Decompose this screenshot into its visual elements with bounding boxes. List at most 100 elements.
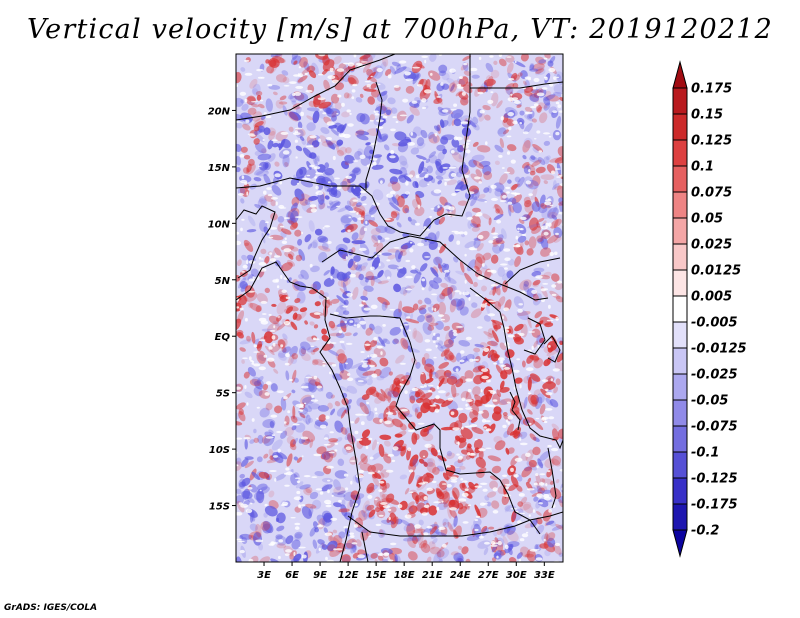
field-patch [492, 204, 499, 209]
field-patch [544, 54, 551, 59]
field-patch [501, 228, 507, 240]
field-patch [347, 123, 354, 127]
field-patch [455, 136, 463, 141]
field-patch [502, 129, 510, 135]
field-patch [550, 218, 562, 229]
field-patch [343, 62, 350, 65]
field-patch [494, 440, 506, 451]
field-patch [483, 426, 487, 429]
field-patch [350, 535, 355, 538]
x-tick-label: 12E [338, 570, 359, 581]
field-patch [528, 217, 539, 231]
field-patch [480, 268, 494, 276]
field-patch [284, 362, 290, 366]
field-patch [401, 379, 404, 381]
field-patch [472, 220, 478, 228]
field-patch [239, 91, 247, 96]
field-patch [535, 68, 542, 76]
field-patch [429, 215, 432, 218]
field-patch [535, 56, 547, 65]
field-patch [462, 121, 468, 123]
colorbar-box [672, 347, 688, 375]
field-patch [502, 315, 504, 320]
field-patch [382, 324, 386, 327]
colorbar-box [672, 191, 688, 219]
field-patch [364, 402, 371, 417]
field-patch [265, 436, 274, 439]
field-patch [431, 307, 434, 311]
field-patch [369, 364, 376, 368]
field-patch [446, 483, 452, 488]
field-patch [334, 442, 339, 445]
field-patch [377, 296, 390, 306]
field-patch [518, 332, 525, 337]
field-patch [545, 392, 553, 396]
field-patch [244, 385, 247, 389]
field-patch [244, 317, 248, 322]
field-patch [247, 487, 253, 490]
field-patch [491, 540, 496, 546]
field-patch [490, 284, 499, 287]
field-patch [551, 293, 557, 297]
field-patch [323, 527, 328, 534]
field-patch [504, 483, 511, 486]
field-patch [448, 234, 454, 242]
field-patch [351, 96, 355, 100]
colorbar-box [672, 165, 688, 193]
field-patch [240, 227, 243, 232]
field-patch [391, 459, 396, 463]
field-patch [455, 368, 459, 372]
field-patch [305, 486, 313, 494]
field-patch [546, 319, 554, 322]
field-patch [544, 458, 555, 469]
field-patch [363, 62, 371, 73]
field-patch [269, 420, 275, 429]
field-patch [545, 483, 548, 486]
field-patch [299, 198, 308, 206]
field-patch [355, 262, 358, 265]
field-patch [251, 88, 259, 95]
field-patch [535, 417, 540, 420]
field-patch [239, 281, 248, 289]
field-patch [283, 320, 291, 326]
field-patch [308, 195, 319, 201]
field-patch [296, 480, 300, 484]
field-patch [241, 218, 245, 221]
field-patch [393, 308, 402, 319]
field-patch [417, 84, 423, 87]
field-patch [367, 355, 370, 358]
field-patch [450, 411, 455, 416]
field-patch [322, 362, 336, 366]
field-patch [329, 431, 334, 434]
field-patch [277, 448, 281, 453]
field-patch [275, 201, 278, 206]
field-patch [499, 360, 504, 364]
field-patch [400, 326, 404, 330]
field-patch [417, 242, 425, 247]
field-patch [459, 291, 462, 295]
field-patch [456, 453, 460, 456]
field-patch [345, 175, 353, 179]
field-patch [240, 112, 253, 123]
field-patch [244, 439, 248, 450]
field-patch [385, 469, 394, 473]
field-patch [481, 525, 488, 533]
field-patch [481, 285, 487, 292]
field-patch [473, 237, 481, 249]
field-patch [547, 470, 551, 473]
field-patch [553, 76, 557, 80]
field-patch [330, 394, 335, 399]
field-patch [345, 147, 352, 154]
field-patch [321, 542, 326, 548]
colorbar: 0.175 0.15 0.125 0.1 0.075 0.05 0.025 0.0125 0.0… [672, 60, 747, 558]
field-patch [454, 189, 462, 192]
field-patch [264, 392, 270, 396]
field-patch [507, 203, 512, 217]
field-patch [303, 488, 312, 496]
field-patch [326, 121, 335, 126]
field-patch [548, 509, 552, 513]
field-patch [253, 428, 257, 434]
field-patch [298, 406, 304, 409]
field-patch [288, 126, 294, 132]
field-patch [246, 191, 249, 196]
